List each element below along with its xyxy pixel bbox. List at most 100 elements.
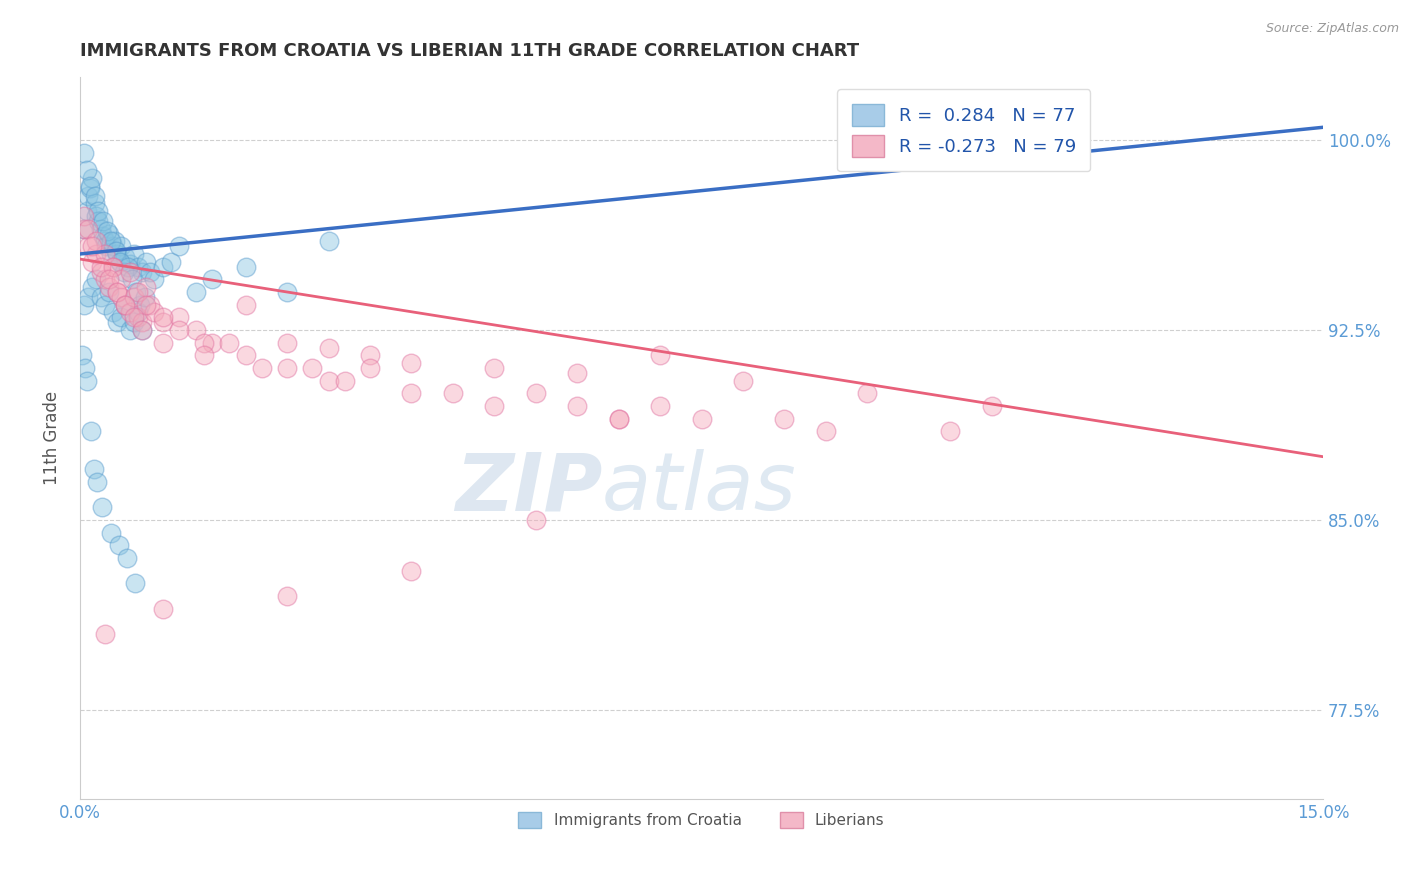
- Point: [87, 214, 110, 228]
- Point: [318, 235, 340, 249]
- Point: [104, 244, 127, 259]
- Point: [169, 323, 191, 337]
- Point: [101, 260, 124, 274]
- Point: [115, 551, 138, 566]
- Point: [105, 285, 128, 299]
- Point: [104, 235, 127, 249]
- Point: [108, 254, 131, 268]
- Point: [276, 335, 298, 350]
- Point: [401, 356, 423, 370]
- Point: [82, 171, 104, 186]
- Point: [980, 399, 1002, 413]
- Point: [97, 227, 120, 241]
- Point: [524, 513, 547, 527]
- Point: [143, 305, 166, 319]
- Point: [77, 221, 100, 235]
- Point: [139, 265, 162, 279]
- Point: [152, 335, 174, 350]
- Point: [276, 589, 298, 603]
- Text: Source: ZipAtlas.com: Source: ZipAtlas.com: [1265, 22, 1399, 36]
- Point: [235, 298, 257, 312]
- Point: [93, 235, 115, 249]
- Point: [90, 265, 112, 279]
- Point: [690, 411, 713, 425]
- Point: [100, 247, 122, 261]
- Point: [86, 272, 108, 286]
- Legend: Immigrants from Croatia, Liberians: Immigrants from Croatia, Liberians: [512, 806, 890, 835]
- Point: [93, 298, 115, 312]
- Point: [121, 272, 143, 286]
- Point: [484, 399, 506, 413]
- Text: atlas: atlas: [602, 450, 797, 527]
- Point: [648, 399, 671, 413]
- Point: [127, 310, 149, 325]
- Point: [250, 361, 273, 376]
- Point: [79, 181, 101, 195]
- Point: [86, 475, 108, 489]
- Point: [79, 425, 101, 439]
- Point: [73, 145, 96, 160]
- Point: [193, 348, 215, 362]
- Point: [122, 310, 145, 325]
- Point: [135, 298, 157, 312]
- Point: [83, 462, 105, 476]
- Point: [110, 310, 132, 325]
- Point: [114, 298, 136, 312]
- Point: [524, 386, 547, 401]
- Point: [169, 310, 191, 325]
- Point: [100, 525, 122, 540]
- Point: [301, 361, 323, 376]
- Point: [607, 411, 630, 425]
- Point: [117, 260, 139, 274]
- Point: [152, 315, 174, 329]
- Point: [607, 411, 630, 425]
- Point: [118, 265, 141, 279]
- Point: [93, 272, 115, 286]
- Point: [100, 235, 122, 249]
- Point: [441, 386, 464, 401]
- Point: [82, 280, 104, 294]
- Point: [152, 310, 174, 325]
- Point: [73, 221, 96, 235]
- Point: [112, 265, 135, 279]
- Point: [359, 361, 381, 376]
- Point: [114, 250, 136, 264]
- Point: [86, 209, 108, 223]
- Point: [101, 260, 124, 274]
- Point: [108, 538, 131, 552]
- Point: [276, 285, 298, 299]
- Point: [90, 221, 112, 235]
- Point: [125, 285, 148, 299]
- Point: [134, 290, 156, 304]
- Point: [73, 209, 96, 223]
- Point: [97, 280, 120, 294]
- Point: [939, 425, 962, 439]
- Point: [101, 239, 124, 253]
- Point: [567, 399, 589, 413]
- Point: [218, 335, 240, 350]
- Point: [152, 601, 174, 615]
- Point: [90, 290, 112, 304]
- Point: [856, 386, 879, 401]
- Point: [96, 224, 118, 238]
- Point: [235, 348, 257, 362]
- Point: [76, 374, 98, 388]
- Point: [93, 627, 115, 641]
- Point: [129, 298, 152, 312]
- Point: [122, 315, 145, 329]
- Point: [122, 247, 145, 261]
- Point: [127, 305, 149, 319]
- Point: [91, 214, 114, 228]
- Point: [118, 323, 141, 337]
- Point: [101, 305, 124, 319]
- Point: [87, 203, 110, 218]
- Point: [91, 229, 114, 244]
- Point: [122, 290, 145, 304]
- Point: [484, 361, 506, 376]
- Point: [143, 272, 166, 286]
- Point: [648, 348, 671, 362]
- Point: [118, 305, 141, 319]
- Point: [110, 272, 132, 286]
- Point: [114, 298, 136, 312]
- Point: [333, 374, 356, 388]
